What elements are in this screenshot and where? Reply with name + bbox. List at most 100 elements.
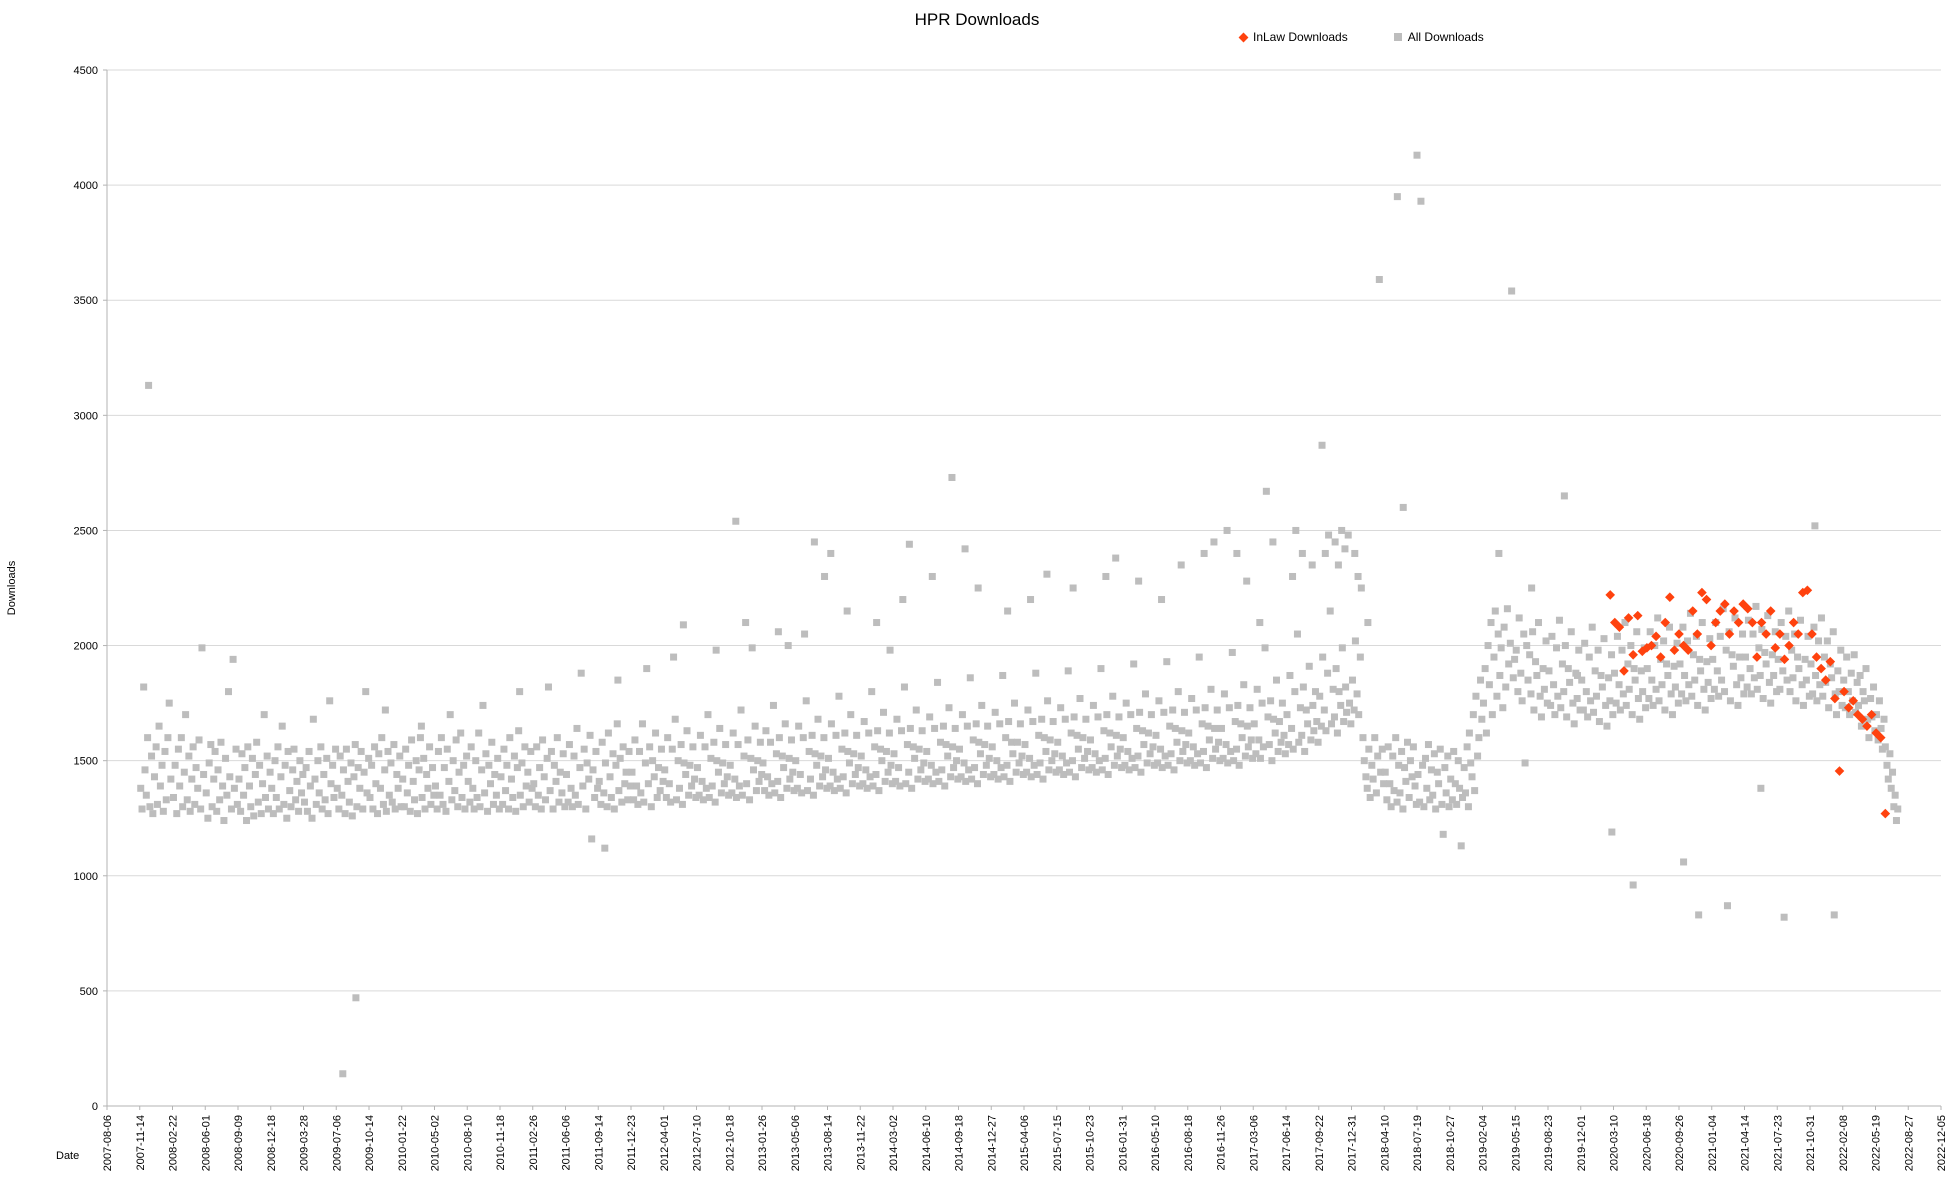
data-point-all-downloads xyxy=(1768,651,1776,659)
data-point-all-downloads xyxy=(1389,752,1397,760)
data-point-all-downloads xyxy=(412,757,420,765)
data-point-all-downloads xyxy=(1188,695,1196,703)
data-point-all-downloads xyxy=(1875,697,1883,705)
data-point-all-downloads xyxy=(1089,701,1097,709)
data-point-all-downloads xyxy=(357,747,365,755)
data-point-all-downloads xyxy=(893,715,901,723)
data-point-all-downloads xyxy=(717,789,725,797)
data-point-all-downloads xyxy=(1320,706,1328,714)
data-point-all-downloads xyxy=(1889,768,1897,776)
all-downloads-square-marker-icon xyxy=(1393,33,1402,41)
data-point-all-downloads xyxy=(1220,690,1228,698)
data-point-all-downloads xyxy=(1147,711,1155,719)
data-point-all-downloads xyxy=(748,644,756,652)
data-point-all-downloads xyxy=(1713,667,1721,675)
data-point-all-downloads xyxy=(1393,193,1401,201)
data-point-all-downloads xyxy=(637,789,645,797)
data-point-all-downloads xyxy=(1144,729,1152,737)
data-point-all-downloads xyxy=(1680,858,1688,866)
data-point-all-downloads xyxy=(1416,798,1424,806)
data-point-all-downloads xyxy=(305,747,313,755)
data-point-all-downloads xyxy=(1057,704,1065,712)
data-point-all-downloads xyxy=(1877,724,1885,732)
data-point-all-downloads xyxy=(286,787,294,795)
data-point-all-downloads xyxy=(955,745,963,753)
data-point-all-downloads xyxy=(1456,784,1464,792)
data-point-all-downloads xyxy=(1820,653,1828,661)
data-point-all-downloads xyxy=(1092,768,1100,776)
data-point-all-downloads xyxy=(1269,538,1277,546)
data-point-all-downloads xyxy=(354,764,362,772)
data-point-all-downloads xyxy=(1154,759,1162,767)
data-point-all-downloads xyxy=(137,784,145,792)
data-point-all-downloads xyxy=(850,750,858,758)
data-point-all-downloads xyxy=(1799,701,1807,709)
data-point-all-downloads xyxy=(878,757,886,765)
data-point-all-downloads xyxy=(216,796,224,804)
data-point-all-downloads xyxy=(957,773,965,781)
data-point-all-downloads xyxy=(1012,768,1020,776)
data-point-all-downloads xyxy=(950,764,958,772)
data-point-all-downloads xyxy=(1103,711,1111,719)
data-point-all-downloads xyxy=(369,805,377,813)
data-point-all-downloads xyxy=(951,724,959,732)
data-point-all-downloads xyxy=(657,745,665,753)
data-point-all-downloads xyxy=(1573,695,1581,703)
data-point-all-downloads xyxy=(1329,685,1337,693)
data-point-all-downloads xyxy=(1564,665,1572,673)
data-point-all-downloads xyxy=(960,759,968,767)
data-point-all-downloads xyxy=(1570,720,1578,728)
data-point-all-downloads xyxy=(1286,671,1294,679)
data-point-all-downloads xyxy=(871,743,879,751)
data-point-all-downloads xyxy=(742,619,750,627)
data-point-all-downloads xyxy=(536,764,544,772)
data-point-all-downloads xyxy=(1633,628,1641,636)
data-point-all-downloads xyxy=(633,782,641,790)
data-point-all-downloads xyxy=(1451,780,1459,788)
data-point-all-downloads xyxy=(1831,690,1839,698)
data-point-all-downloads xyxy=(1722,646,1730,654)
data-point-all-downloads xyxy=(585,775,593,783)
data-point-all-downloads xyxy=(990,770,998,778)
data-point-all-downloads xyxy=(1335,688,1343,696)
data-point-all-downloads xyxy=(1390,787,1398,795)
data-point-all-downloads xyxy=(1046,736,1054,744)
data-point-all-downloads xyxy=(1624,660,1632,668)
data-point-all-downloads xyxy=(805,747,813,755)
data-point-all-downloads xyxy=(647,803,655,811)
data-point-all-downloads xyxy=(848,780,856,788)
data-point-all-downloads xyxy=(1042,747,1050,755)
data-point-all-downloads xyxy=(1155,697,1163,705)
data-point-all-downloads xyxy=(621,780,629,788)
data-point-all-downloads xyxy=(153,800,161,808)
data-point-all-downloads xyxy=(1071,773,1079,781)
data-point-all-downloads xyxy=(210,775,218,783)
data-point-all-downloads xyxy=(174,745,182,753)
data-point-all-downloads xyxy=(1506,639,1514,647)
data-point-all-downloads xyxy=(1362,773,1370,781)
data-point-all-downloads xyxy=(1474,752,1482,760)
data-point-all-downloads xyxy=(264,805,272,813)
data-point-all-downloads xyxy=(1295,738,1303,746)
data-point-all-downloads xyxy=(1411,782,1419,790)
data-point-all-downloads xyxy=(1027,596,1035,604)
data-point-all-downloads xyxy=(716,724,724,732)
data-point-all-downloads xyxy=(1005,718,1013,726)
data-point-all-downloads xyxy=(177,734,185,742)
data-point-all-downloads xyxy=(1081,754,1089,762)
data-point-all-downloads xyxy=(345,798,353,806)
x-tick-label: 2015-07-15 xyxy=(1052,1115,1064,1171)
data-point-all-downloads xyxy=(758,770,766,778)
data-point-all-downloads xyxy=(764,773,772,781)
data-point-all-downloads xyxy=(908,784,916,792)
data-point-all-downloads xyxy=(167,775,175,783)
data-point-all-downloads xyxy=(452,736,460,744)
data-point-all-downloads xyxy=(171,761,179,769)
data-point-all-downloads xyxy=(704,711,712,719)
data-point-all-downloads xyxy=(204,814,212,822)
data-point-all-downloads xyxy=(682,770,690,778)
data-point-all-downloads xyxy=(1134,752,1142,760)
data-point-all-downloads xyxy=(1598,683,1606,691)
data-point-all-downloads xyxy=(416,734,424,742)
